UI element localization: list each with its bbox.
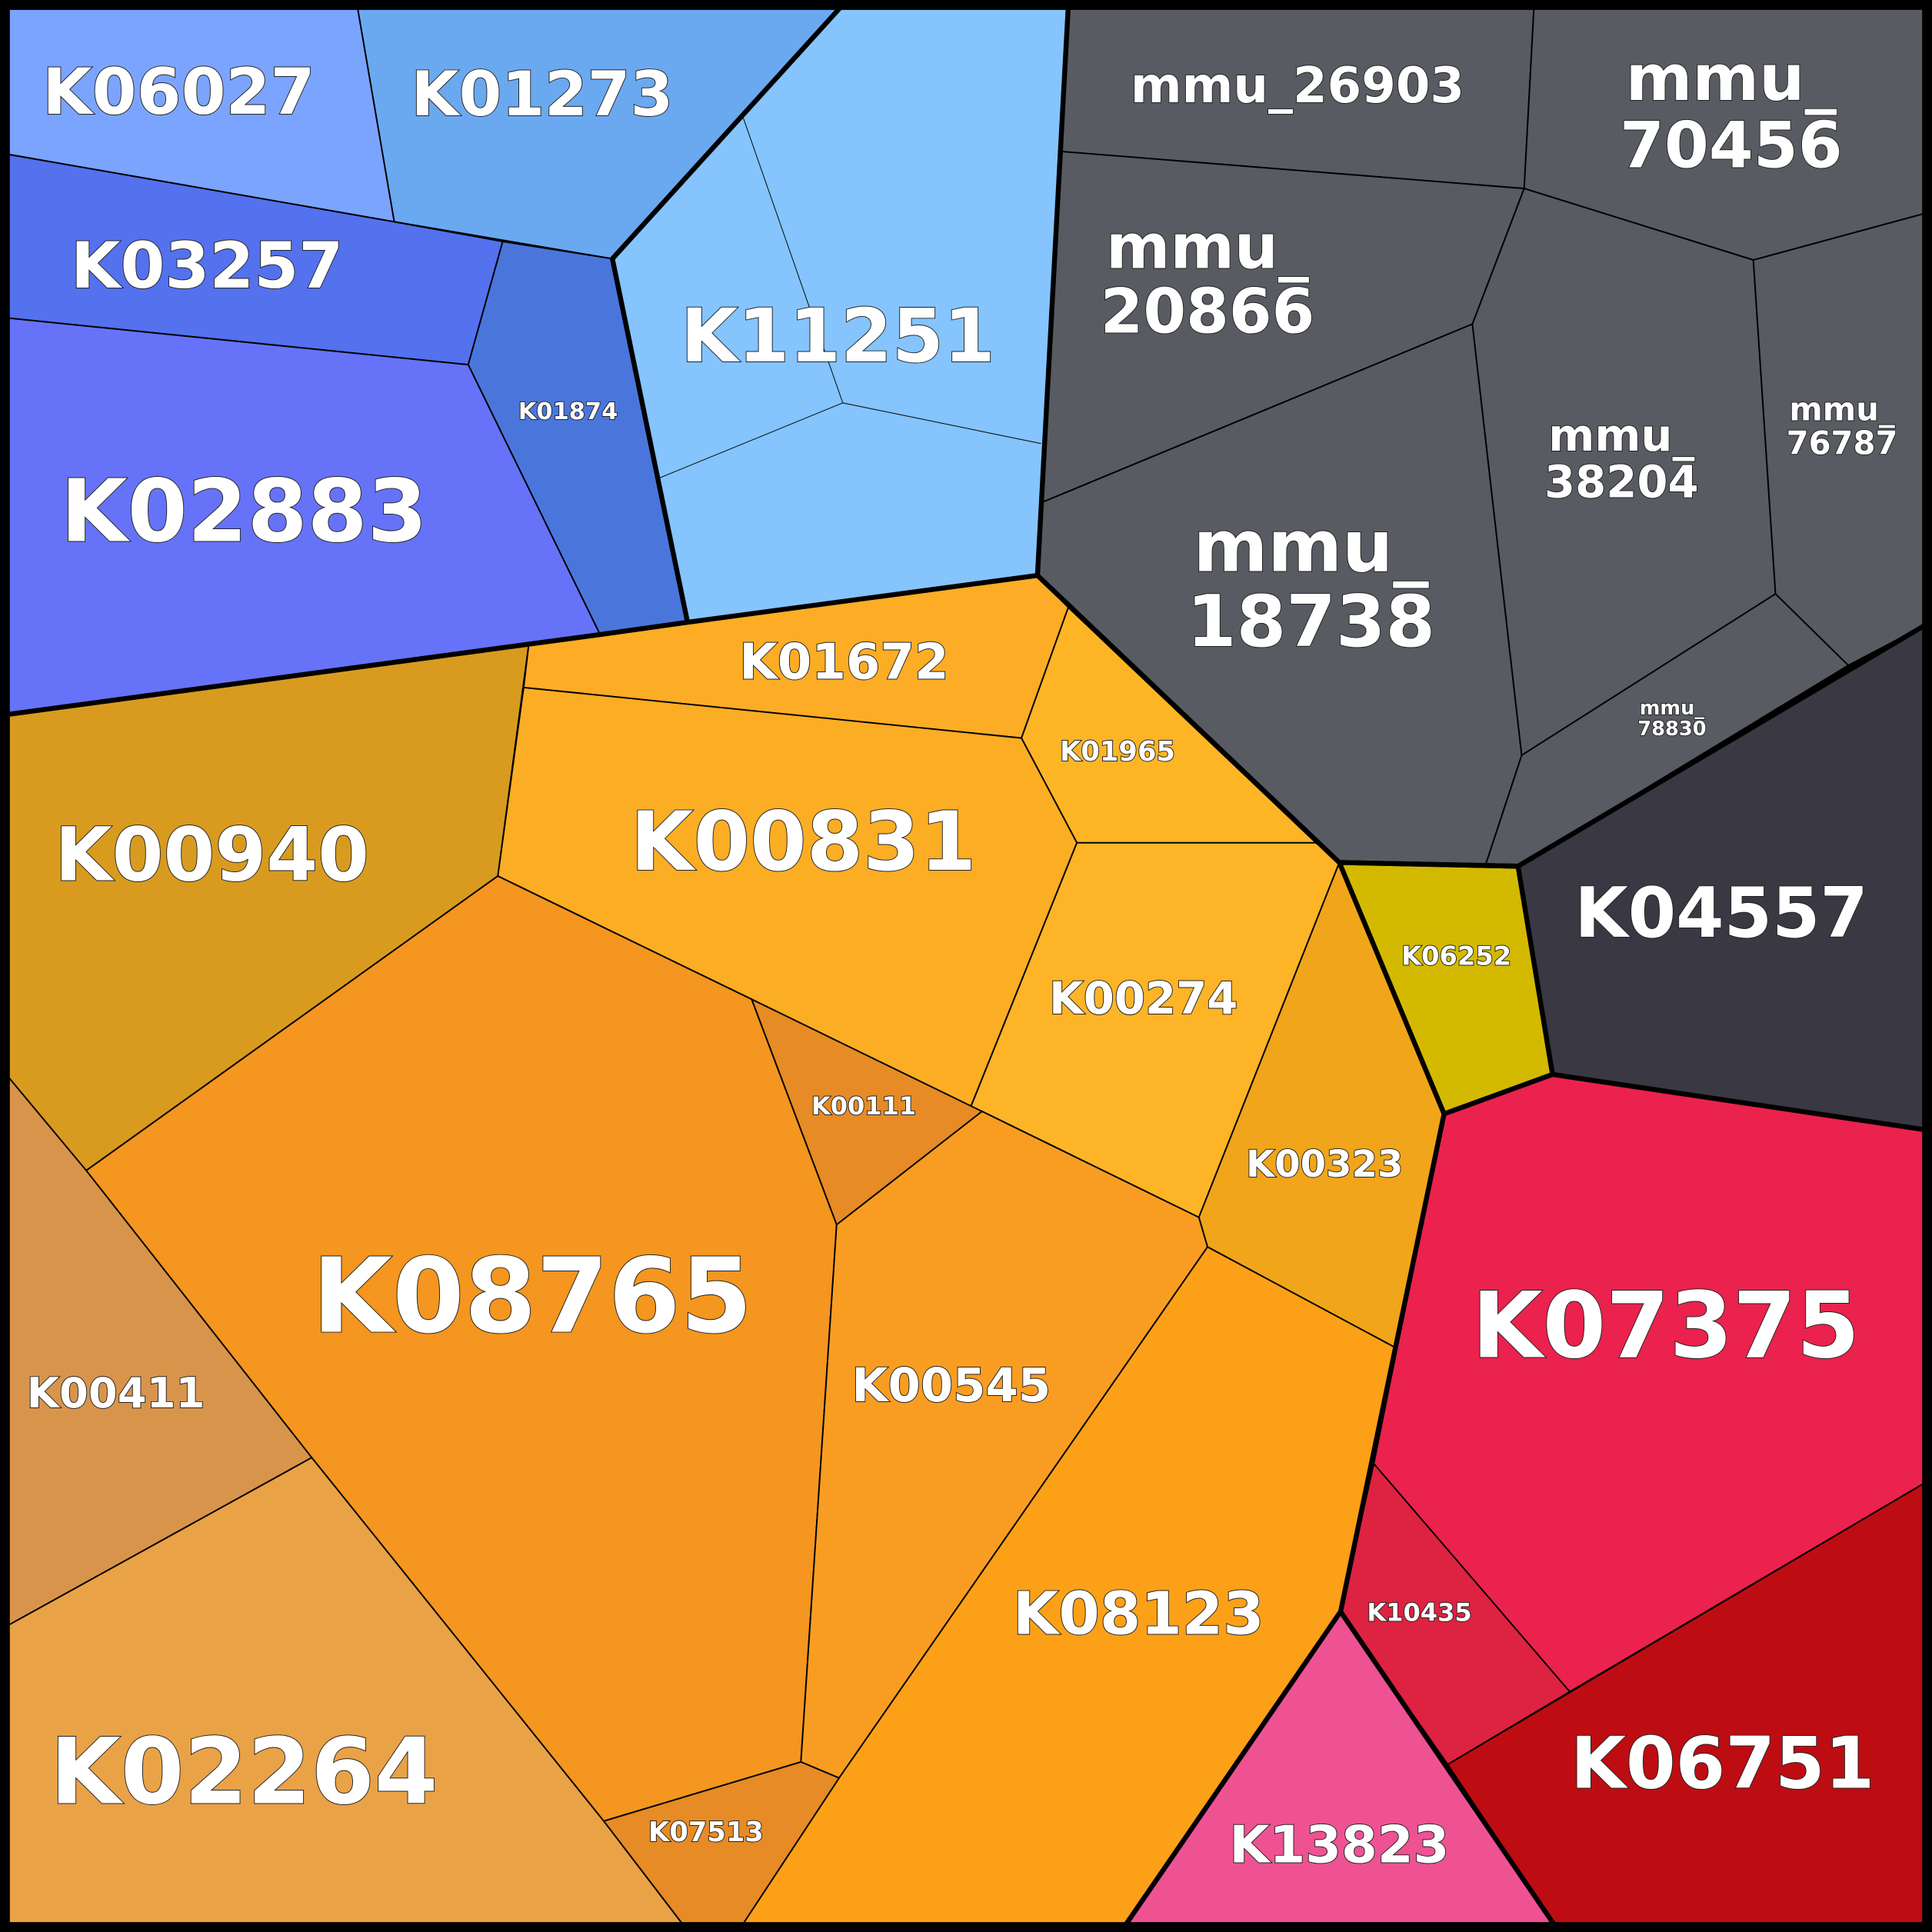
cell-label: K01874 xyxy=(518,398,618,425)
cell-label: 20866 xyxy=(1101,275,1315,347)
cell-label: 70456 xyxy=(1620,108,1843,182)
cell-label: K00831 xyxy=(631,794,977,889)
inner-lines xyxy=(658,117,1041,479)
cell-label: K08765 xyxy=(312,1236,752,1357)
labels: K06027 K01273 K03257 K01874 K02883 K11251 mmu_… xyxy=(26,40,1899,1876)
cell-label: K07513 xyxy=(648,1817,764,1848)
cell-label: K06751 xyxy=(1571,1721,1874,1804)
cell-label: K04557 xyxy=(1574,874,1868,954)
cell-label: K02264 xyxy=(50,1718,438,1824)
cell-label: mmu_ xyxy=(1789,391,1894,428)
cell-label: 76787 xyxy=(1787,424,1898,461)
cell-label: K00545 xyxy=(851,1358,1051,1413)
cell-label: mmu_ xyxy=(1640,697,1705,720)
cell-label: K06027 xyxy=(42,55,315,129)
cell-label: K10435 xyxy=(1367,1598,1471,1627)
cell-label: K08123 xyxy=(1013,1580,1264,1648)
cell-label: 18738 xyxy=(1187,580,1435,663)
cell-label: K13823 xyxy=(1229,1815,1449,1875)
cell-label: K01273 xyxy=(411,58,674,130)
cell-label: mmu_26903 xyxy=(1131,58,1464,115)
cell-label: 38204 xyxy=(1544,456,1699,508)
cell-label: K06252 xyxy=(1401,941,1511,971)
cell-label: K00111 xyxy=(811,1091,916,1121)
cell-label: K02883 xyxy=(61,462,428,562)
cell-label: mmu_ xyxy=(1548,409,1694,461)
cell-label: K03257 xyxy=(71,228,343,303)
cell-label: K01672 xyxy=(739,635,949,691)
cell-label: K00411 xyxy=(27,1368,205,1417)
cells xyxy=(5,5,1927,1927)
cell-label: K00274 xyxy=(1049,972,1237,1024)
cell-label: 78830 xyxy=(1637,718,1706,741)
cell-label: K01965 xyxy=(1060,736,1175,768)
cell-label: K00323 xyxy=(1246,1143,1403,1186)
cell-label: K11251 xyxy=(681,293,995,379)
cell-label: mmu_ xyxy=(1193,505,1429,588)
cell-label: K00940 xyxy=(55,812,369,898)
cell-label: mmu_ xyxy=(1626,41,1837,115)
cell-label: K07375 xyxy=(1472,1273,1860,1379)
cell-label: mmu_ xyxy=(1106,211,1310,282)
